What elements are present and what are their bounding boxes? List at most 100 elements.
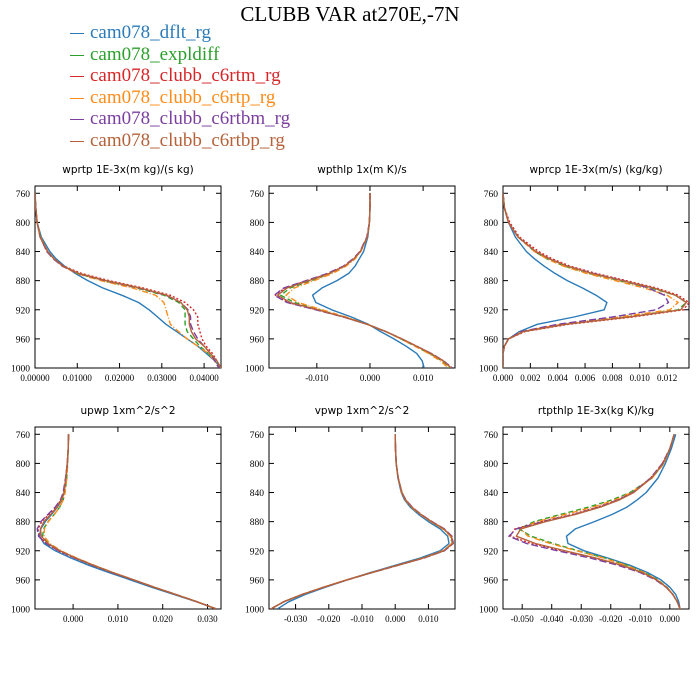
- y-tick-label: 760: [484, 431, 499, 441]
- series-line: [515, 434, 681, 609]
- series-line: [37, 434, 217, 609]
- y-tick-label: 880: [16, 277, 31, 287]
- y-tick-label: 800: [16, 460, 31, 470]
- legend-label: cam078_expldiff: [90, 43, 220, 65]
- y-tick-label: 880: [484, 277, 499, 287]
- y-tick-label: 960: [16, 335, 31, 345]
- legend-label: cam078_clubb_c6rtbm_rg: [90, 108, 291, 130]
- chart-panel: upwp 1xm^2/s^2 760 800 840 880 920 960 1000 0.00…: [11, 405, 222, 624]
- series-group: [503, 193, 689, 368]
- y-tick-label: 920: [16, 306, 31, 316]
- x-tick-label: 0.000: [360, 373, 381, 383]
- series-line: [270, 434, 454, 609]
- x-tick-label: 0.000: [63, 614, 84, 624]
- series-line: [35, 193, 221, 368]
- x-tick-label: 0.000: [660, 614, 681, 624]
- series-line: [508, 434, 681, 609]
- panel-title: wpthlp 1x(m K)/s: [317, 164, 407, 176]
- series-line: [503, 193, 679, 368]
- x-tick-label: 0.020: [153, 614, 174, 624]
- y-tick-label: 840: [484, 248, 499, 258]
- x-tick-label: 0.002: [520, 373, 540, 383]
- x-tick-label: 0.004: [548, 373, 569, 383]
- series-line: [270, 434, 454, 609]
- x-tick-label: 0.010: [418, 614, 439, 624]
- series-group: [508, 434, 681, 609]
- plot-frame: [502, 426, 690, 610]
- y-tick-label: 960: [484, 576, 499, 586]
- plot-frame: [34, 185, 222, 369]
- series-group: [36, 434, 217, 609]
- x-tick-label: 0.006: [575, 373, 596, 383]
- panel-title: wprtp 1E-3x(m kg)/(s kg): [62, 164, 193, 176]
- x-tick-label: -0.020: [599, 614, 623, 624]
- chart-panel: vpwp 1xm^2/s^2 760 800 840 880 920 960 1000 -0.0…: [245, 405, 456, 624]
- panel-title: vpwp 1xm^2/s^2: [315, 405, 410, 417]
- y-tick-label: 920: [484, 306, 499, 316]
- series-line: [38, 434, 217, 609]
- x-tick-label: -0.020: [317, 614, 341, 624]
- x-tick-label: 0.008: [602, 373, 623, 383]
- series-line: [276, 434, 450, 609]
- panel-title: rtpthlp 1E-3x(kg K)/kg: [538, 405, 654, 417]
- y-tick-label: 920: [484, 547, 499, 557]
- x-tick-label: 0.04000: [189, 373, 219, 383]
- legend-swatch: [70, 54, 84, 56]
- x-tick-label: 0.030: [197, 614, 218, 624]
- x-tick-label: 0.010: [108, 614, 129, 624]
- series-line: [273, 193, 453, 368]
- y-tick-label: 800: [484, 219, 499, 229]
- series-line: [276, 193, 452, 368]
- x-tick-label: 0.010: [413, 373, 434, 383]
- series-line: [565, 434, 681, 609]
- series-line: [35, 193, 221, 368]
- y-tick-label: 800: [484, 460, 499, 470]
- series-line: [274, 193, 453, 368]
- series-group: [35, 193, 221, 368]
- x-tick-label: 0.03000: [147, 373, 177, 383]
- x-tick-label: -0.030: [570, 614, 594, 624]
- chart-panel: rtpthlp 1E-3x(kg K)/kg 760 800 840 880 920 960…: [479, 405, 690, 624]
- chart-panel: wprcp 1E-3x(m/s) (kg/kg) 760 800 840 880 920 9…: [479, 164, 690, 383]
- chart-panel: wprtp 1E-3x(m kg)/(s kg) 760 800 840 880 920 9…: [11, 164, 222, 383]
- x-tick-label: 0.01000: [63, 373, 93, 383]
- x-tick-label: 0.000: [493, 373, 514, 383]
- y-tick-label: 1000: [479, 365, 498, 375]
- y-tick-label: 960: [484, 335, 499, 345]
- series-line: [503, 193, 689, 368]
- series-line: [503, 193, 670, 368]
- x-tick-label: -0.010: [629, 614, 653, 624]
- y-tick-label: 920: [250, 547, 265, 557]
- x-tick-label: -0.050: [511, 614, 535, 624]
- x-tick-label: 0.000: [385, 614, 406, 624]
- series-line: [503, 193, 687, 368]
- legend-label: cam078_clubb_c6rtp_rg: [90, 86, 276, 108]
- y-tick-label: 960: [250, 335, 265, 345]
- y-tick-label: 800: [250, 219, 265, 229]
- series-line: [311, 193, 425, 368]
- x-tick-label: -0.010: [305, 373, 329, 383]
- series-line: [43, 434, 217, 609]
- legend-swatch: [70, 97, 84, 99]
- x-tick-label: 0.00000: [20, 373, 50, 383]
- series-line: [35, 193, 221, 368]
- x-tick-label: -0.040: [540, 614, 564, 624]
- y-tick-label: 1000: [245, 606, 264, 616]
- plot-frame: [34, 426, 222, 610]
- series-line: [41, 434, 217, 609]
- series-line: [503, 193, 608, 368]
- legend-label: cam078_clubb_c6rtbp_rg: [90, 129, 285, 151]
- series-line: [36, 434, 217, 609]
- y-tick-label: 800: [16, 219, 31, 229]
- y-tick-label: 800: [250, 460, 265, 470]
- y-tick-label: 760: [484, 190, 499, 200]
- x-tick-label: 0.010: [630, 373, 651, 383]
- y-tick-label: 760: [16, 431, 31, 441]
- y-tick-label: 760: [250, 431, 265, 441]
- y-tick-label: 880: [16, 518, 31, 528]
- y-tick-label: 760: [250, 190, 265, 200]
- y-tick-label: 880: [484, 518, 499, 528]
- panel-title: wprcp 1E-3x(m/s) (kg/kg): [529, 164, 662, 176]
- legend-label: cam078_dflt_rg: [90, 22, 212, 43]
